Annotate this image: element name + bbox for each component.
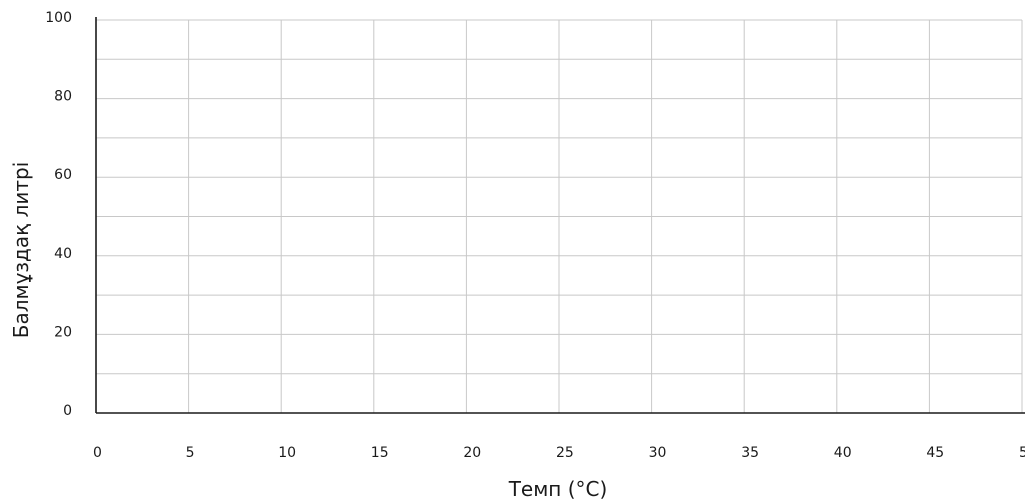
y-tick-label: 80	[54, 89, 72, 105]
x-tick-label: 45	[926, 445, 944, 461]
x-tick-label: 40	[834, 445, 852, 461]
x-tick-label: 15	[371, 445, 389, 461]
x-tick-label: 35	[741, 445, 759, 461]
y-tick-label: 20	[54, 324, 72, 340]
y-tick-labels: 0 20 40 60 80 100	[45, 10, 72, 419]
y-tick-label: 0	[63, 403, 72, 419]
y-axis-title: Балмұздақ литрі	[9, 162, 33, 339]
x-axis-title: Темп (°C)	[508, 477, 608, 499]
x-tick-label: 5	[186, 445, 195, 461]
x-tick-label: 20	[463, 445, 481, 461]
x-tick-label: 0	[93, 445, 102, 461]
y-tick-label: 100	[45, 10, 72, 26]
x-tick-label: 30	[649, 445, 667, 461]
y-tick-label: 40	[54, 246, 72, 262]
x-tick-label: 25	[556, 445, 574, 461]
y-tick-label: 60	[54, 167, 72, 183]
x-tick-label: 50	[1019, 445, 1025, 461]
axes	[95, 17, 1025, 414]
grid	[96, 19, 1023, 413]
x-tick-labels: 0 5 10 15 20 25 30 35 40 45 50	[93, 445, 1025, 461]
x-tick-label: 10	[278, 445, 296, 461]
